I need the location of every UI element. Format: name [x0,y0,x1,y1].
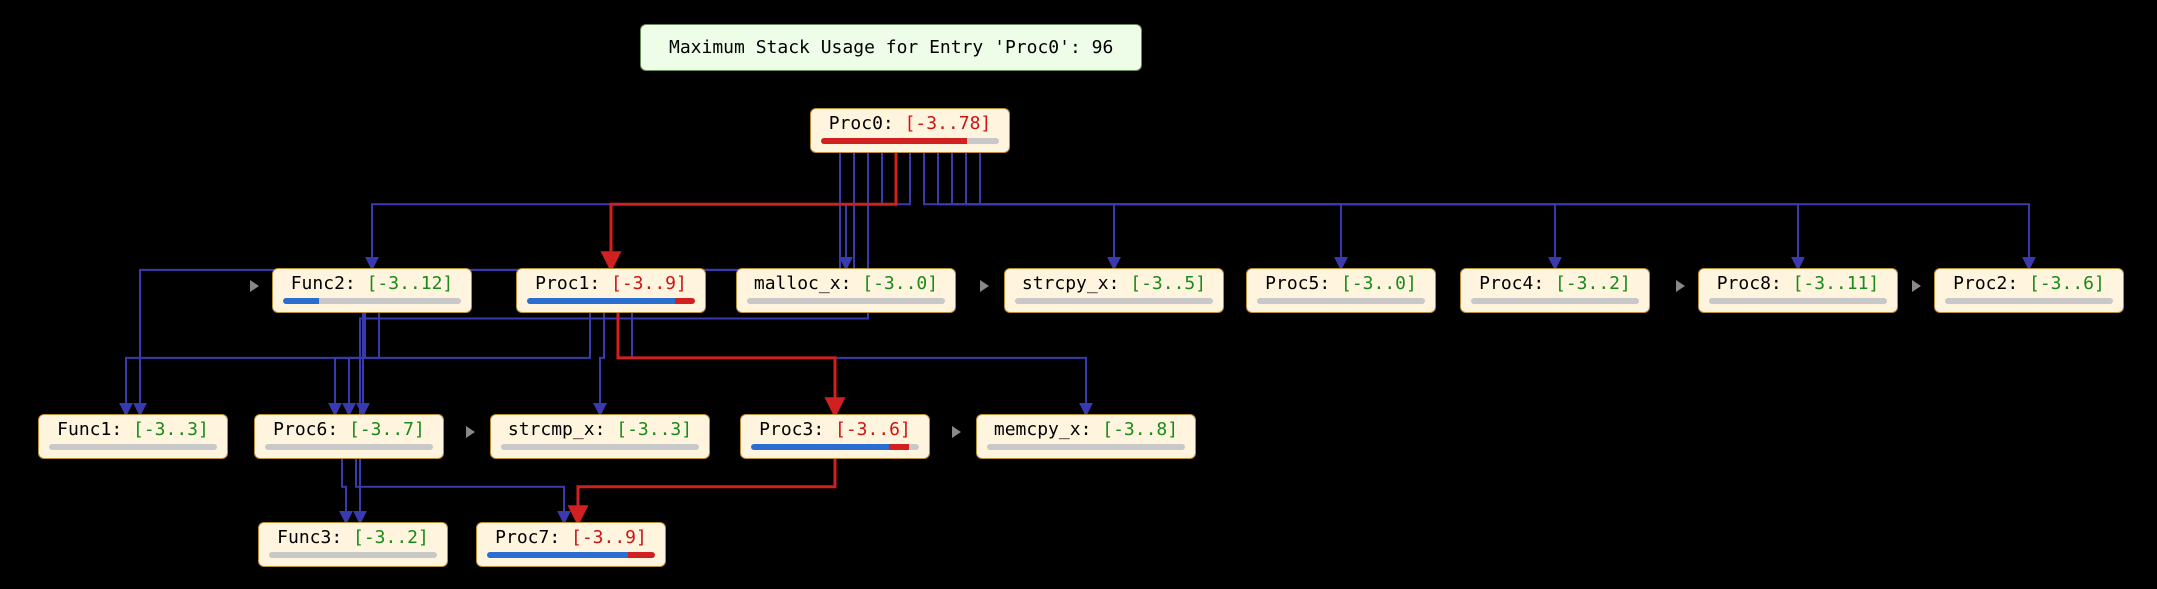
node-label: Func2: [-3..12] [291,273,454,294]
node-label: Proc1: [-3..9] [535,273,687,294]
node-bar [987,444,1185,450]
node-Proc0[interactable]: Proc0: [-3..78] [810,108,1010,153]
edge [578,458,835,522]
node-malloc_x[interactable]: malloc_x: [-3..0] [736,268,956,313]
node-strcpy_x[interactable]: strcpy_x: [-3..5] [1004,268,1224,313]
node-bar [1471,298,1639,304]
node-label: Func3: [-3..2] [277,527,429,548]
node-label: Proc2: [-3..6] [1953,273,2105,294]
node-bar [283,298,461,304]
edge [140,152,840,414]
node-label: Proc7: [-3..9] [495,527,647,548]
edge [632,312,1086,414]
node-Proc1[interactable]: Proc1: [-3..9] [516,268,706,313]
collapse-marker-icon[interactable] [980,280,989,292]
collapse-marker-icon[interactable] [952,426,961,438]
edge [372,152,882,268]
node-label: strcmp_x: [-3..3] [508,419,692,440]
node-label: Proc5: [-3..0] [1265,273,1417,294]
node-strcmp_x[interactable]: strcmp_x: [-3..3] [490,414,710,459]
node-label: Proc8: [-3..11] [1717,273,1880,294]
node-Proc2[interactable]: Proc2: [-3..6] [1934,268,2124,313]
node-bar [487,552,655,558]
collapse-marker-icon[interactable] [466,426,475,438]
node-label: memcpy_x: [-3..8] [994,419,1178,440]
node-bar [751,444,919,450]
node-label: Proc6: [-3..7] [273,419,425,440]
node-Proc8[interactable]: Proc8: [-3..11] [1698,268,1898,313]
node-Proc6[interactable]: Proc6: [-3..7] [254,414,444,459]
node-label: malloc_x: [-3..0] [754,273,938,294]
edge [924,152,1114,268]
edge [611,152,896,268]
node-label: strcpy_x: [-3..5] [1022,273,1206,294]
node-label: Proc3: [-3..6] [759,419,911,440]
node-bar [1709,298,1887,304]
collapse-marker-icon[interactable] [250,280,259,292]
node-Proc5[interactable]: Proc5: [-3..0] [1246,268,1436,313]
edge [980,152,2029,268]
node-bar [1945,298,2113,304]
edge [938,152,1341,268]
node-bar [265,444,433,450]
edge [966,152,1798,268]
collapse-marker-icon[interactable] [1676,280,1685,292]
edge [356,458,564,522]
node-bar [1015,298,1213,304]
title-box: Maximum Stack Usage for Entry 'Proc0': 9… [640,24,1142,71]
node-Func2[interactable]: Func2: [-3..12] [272,268,472,313]
node-bar [269,552,437,558]
edge [360,152,868,522]
node-label: Func1: [-3..3] [57,419,209,440]
node-bar [527,298,695,304]
collapse-marker-icon[interactable] [1912,280,1921,292]
node-bar [49,444,217,450]
edge [600,312,604,414]
edge [846,152,910,268]
node-bar [747,298,945,304]
edge [618,312,835,414]
node-Proc3[interactable]: Proc3: [-3..6] [740,414,930,459]
edge [952,152,1555,268]
node-label: Proc4: [-3..2] [1479,273,1631,294]
node-Func1[interactable]: Func1: [-3..3] [38,414,228,459]
edge [126,312,365,414]
node-bar [501,444,699,450]
node-Func3[interactable]: Func3: [-3..2] [258,522,448,567]
node-label: Proc0: [-3..78] [829,113,992,134]
node-bar [1257,298,1425,304]
edge [349,312,590,414]
node-Proc7[interactable]: Proc7: [-3..9] [476,522,666,567]
node-memcpy_x[interactable]: memcpy_x: [-3..8] [976,414,1196,459]
edge [335,312,379,414]
diagram-canvas: Maximum Stack Usage for Entry 'Proc0': 9… [0,0,2157,589]
edge [342,458,346,522]
node-bar [821,138,999,144]
node-Proc4[interactable]: Proc4: [-3..2] [1460,268,1650,313]
